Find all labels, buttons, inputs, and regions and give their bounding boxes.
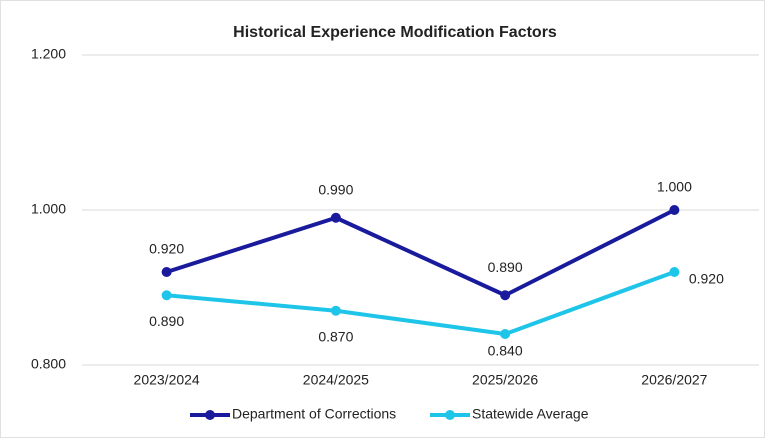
y-tick-label: 0.800: [31, 356, 66, 372]
data-point: [669, 267, 680, 277]
data-point: [161, 267, 172, 277]
legend-marker: [445, 410, 455, 420]
data-label: 0.920: [689, 271, 724, 287]
series-line: [166, 208, 676, 298]
x-tick-label: 2026/2027: [641, 372, 707, 388]
data-point: [330, 305, 341, 316]
data-point: [330, 212, 341, 223]
data-label: 0.870: [318, 328, 353, 344]
x-tick-label: 2023/2024: [134, 372, 200, 388]
series-line: [166, 270, 676, 336]
y-tick-label: 1.200: [31, 46, 66, 62]
data-point: [161, 290, 172, 301]
data-label: 0.890: [488, 259, 523, 275]
data-point: [669, 205, 680, 215]
data-label: 0.920: [149, 241, 184, 257]
data-point: [500, 329, 511, 339]
legend-label: Statewide Average: [472, 406, 589, 422]
data-label: 1.000: [657, 179, 692, 195]
data-label: 0.990: [318, 181, 353, 197]
y-tick-label: 1.000: [31, 201, 66, 217]
data-label: 0.840: [488, 343, 523, 359]
x-tick-label: 2024/2025: [303, 372, 369, 388]
x-tick-label: 2025/2026: [472, 372, 538, 388]
legend-marker: [205, 410, 215, 420]
data-point: [500, 290, 511, 301]
legend-label: Department of Corrections: [232, 406, 396, 422]
chart-title: Historical Experience Modification Facto…: [233, 24, 557, 41]
data-label: 0.890: [149, 313, 184, 329]
